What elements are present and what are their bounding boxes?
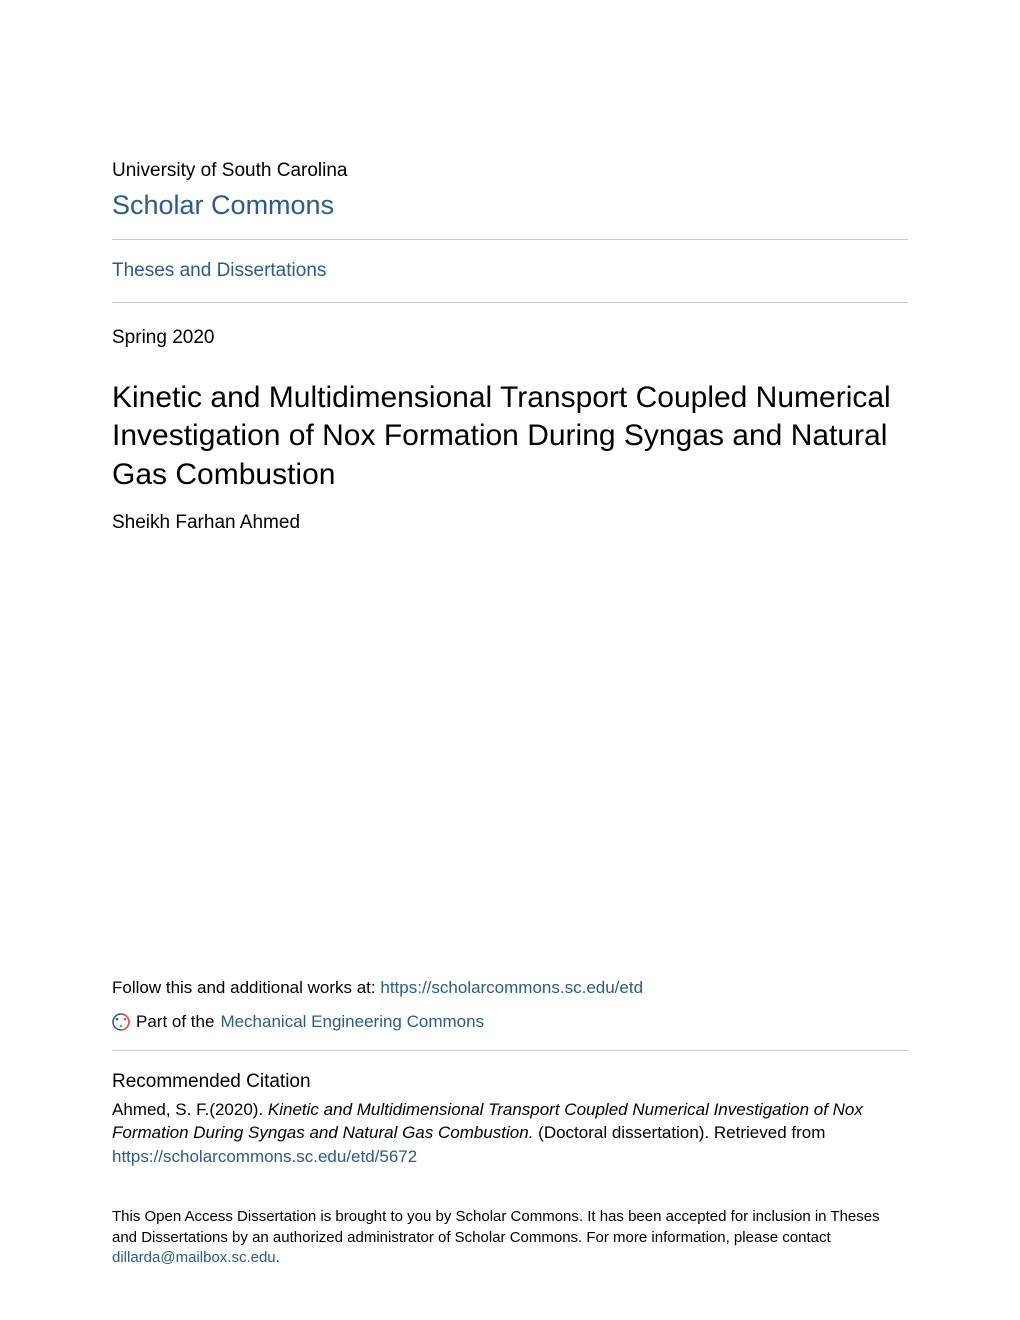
- contact-email-link[interactable]: dillarda@mailbox.sc.edu: [112, 1249, 276, 1266]
- collection-link[interactable]: Theses and Dissertations: [112, 240, 326, 302]
- part-of-line: Part of the Mechanical Engineering Commo…: [112, 1012, 908, 1032]
- footer-note: This Open Access Dissertation is brought…: [112, 1207, 908, 1268]
- publication-date: Spring 2020: [112, 303, 908, 349]
- citation-suffix: (Doctoral dissertation). Retrieved from: [533, 1123, 825, 1142]
- author-name: Sheikh Farhan Ahmed: [112, 512, 908, 534]
- follow-works-line: Follow this and additional works at: htt…: [112, 978, 908, 998]
- institution-name: University of South Carolina: [112, 160, 908, 182]
- repository-link[interactable]: Scholar Commons: [112, 190, 334, 221]
- partof-prefix: Part of the: [136, 1012, 214, 1032]
- network-commons-icon: [112, 1013, 130, 1031]
- citation-text: Ahmed, S. F.(2020). Kinetic and Multidim…: [112, 1099, 908, 1145]
- cover-page: University of South Carolina Scholar Com…: [0, 0, 1020, 1320]
- citation-heading: Recommended Citation: [112, 1071, 908, 1093]
- follow-prefix: Follow this and additional works at:: [112, 978, 380, 997]
- footer-text-after: .: [276, 1249, 280, 1266]
- lower-block: Follow this and additional works at: htt…: [112, 978, 908, 1268]
- commons-discipline-link[interactable]: Mechanical Engineering Commons: [220, 1012, 484, 1032]
- citation-url-link[interactable]: https://scholarcommons.sc.edu/etd/5672: [112, 1147, 908, 1167]
- document-title: Kinetic and Multidimensional Transport C…: [112, 379, 908, 494]
- follow-url-link[interactable]: https://scholarcommons.sc.edu/etd: [380, 978, 643, 997]
- citation-prefix: Ahmed, S. F.(2020).: [112, 1100, 268, 1119]
- citation-block: Recommended Citation Ahmed, S. F.(2020).…: [112, 1051, 908, 1268]
- footer-text-before: This Open Access Dissertation is brought…: [112, 1208, 880, 1245]
